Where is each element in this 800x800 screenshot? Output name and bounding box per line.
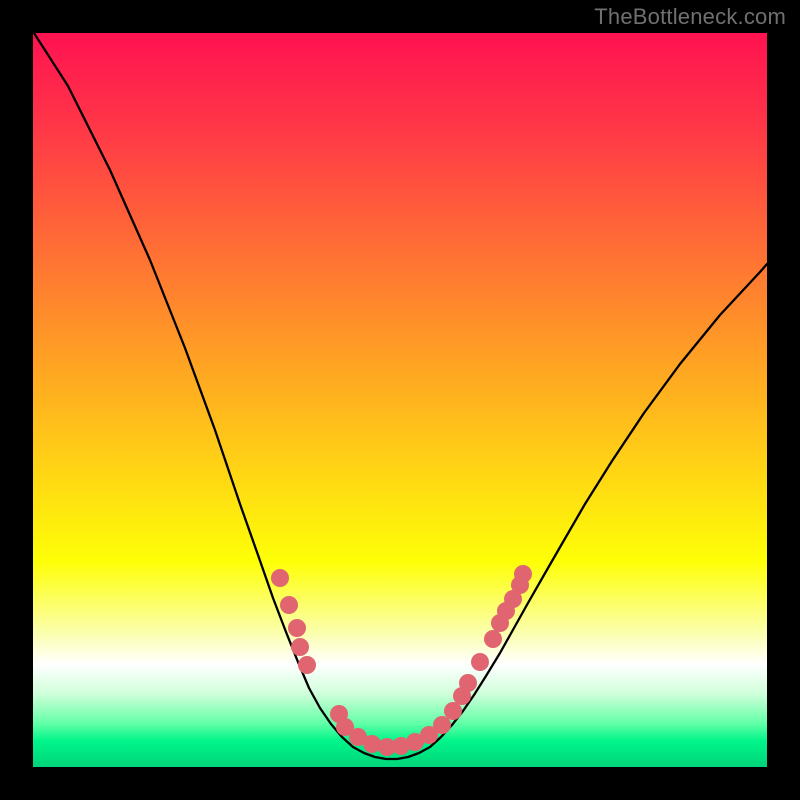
data-point [444,702,462,720]
data-point [280,596,298,614]
data-point [271,569,289,587]
chart-container: TheBottleneck.com [0,0,800,800]
data-point [363,735,381,753]
chart-svg [33,33,767,767]
data-point [459,674,477,692]
gradient-background [33,33,767,767]
data-point [484,630,502,648]
watermark-text: TheBottleneck.com [594,4,786,30]
plot-area [33,33,767,767]
data-point [433,716,451,734]
data-point [471,653,489,671]
data-point [298,656,316,674]
data-point [514,565,532,583]
data-point [288,619,306,637]
data-point [291,638,309,656]
